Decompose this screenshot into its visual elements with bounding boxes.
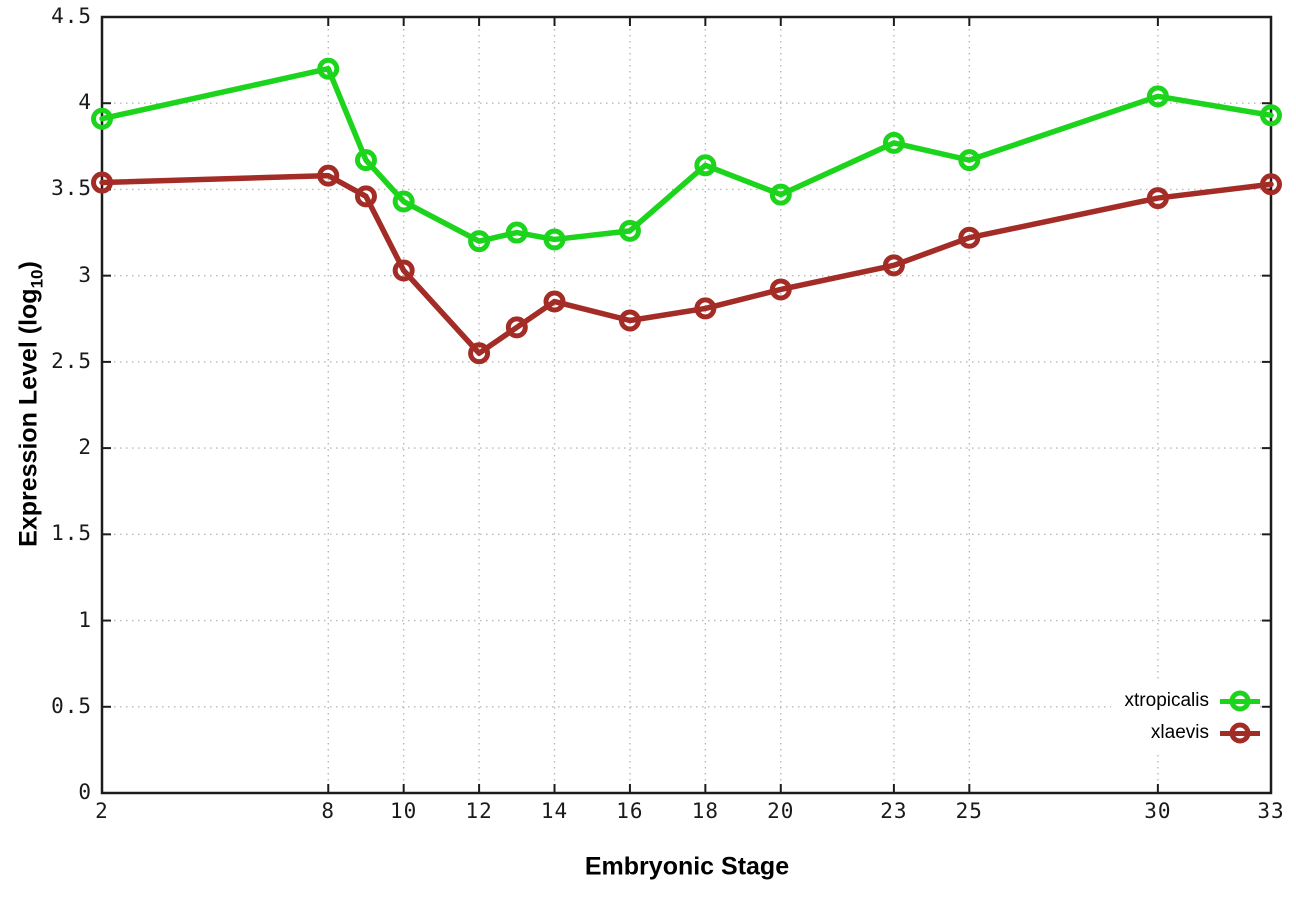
data-point-xtropicalis-stage-33 [1260,104,1282,127]
x-tick-label: 16 [616,799,644,823]
data-point-xtropicalis-stage-2 [91,107,113,130]
x-tick-label: 12 [465,799,493,823]
legend-sample-ring [1229,690,1251,712]
y-axis-title-text: Expression Level (log [14,288,43,547]
legend-label-xlaevis: xlaevis [1150,722,1209,743]
legend-sample-xtropicalis [1220,690,1260,712]
y-tick-label: 3.5 [51,176,92,201]
plot-border [100,15,1273,795]
data-point-xlaevis-stage-9 [354,185,377,208]
data-point-xlaevis-stage-13 [505,316,528,339]
series-line-xlaevis [99,172,1274,357]
legend-sample-xlaevis [1220,722,1260,744]
data-point-xtropicalis-stage-23 [882,131,905,154]
x-tick-label: 25 [955,799,983,823]
data-point-xlaevis-stage-30 [1146,187,1169,210]
y-tick-label: 0.5 [51,693,92,718]
x-tick-label: 18 [691,799,719,823]
x-tick-label: 30 [1144,799,1172,823]
y-tick-label: 1 [78,607,92,632]
legend: xtropicalis xlaevis [1110,683,1260,751]
legend-sample-ring [1229,722,1251,744]
y-tick-label: 4 [78,90,92,115]
series-line-xtropicalis [99,65,1274,244]
data-point-xlaevis-stage-12 [468,342,491,365]
legend-item-xlaevis: xlaevis [1151,717,1260,749]
data-point-xtropicalis-stage-20 [769,183,792,206]
y-tick-label: 1.5 [51,521,92,546]
x-tick-label: 33 [1257,799,1285,823]
data-point-xtropicalis-stage-25 [958,149,981,172]
data-point-xlaevis-stage-8 [317,164,340,187]
y-tick-label: 2 [78,435,92,460]
x-tick-label: 20 [767,799,795,823]
y-axis-title: Expression Level (log10) [15,261,48,547]
data-point-xtropicalis-stage-13 [505,221,528,244]
data-point-xlaevis-stage-23 [882,254,905,277]
data-point-xlaevis-stage-20 [769,278,792,301]
data-point-xlaevis-stage-33 [1260,173,1282,196]
y-tick-label: 4.5 [51,4,92,28]
data-point-xtropicalis-stage-14 [543,228,566,251]
y-tick-label: 0 [78,780,92,804]
y-tick-label: 3 [78,262,92,287]
data-point-xlaevis-stage-25 [958,226,981,249]
legend-item-xtropicalis: xtropicalis [1125,685,1260,717]
data-point-xlaevis-stage-10 [392,259,415,282]
data-point-xtropicalis-stage-12 [468,230,491,253]
data-point-xtropicalis-stage-10 [392,190,415,213]
x-tick-label: 10 [390,799,418,823]
data-point-xlaevis-stage-14 [543,290,566,313]
x-tick-label: 2 [95,799,109,823]
data-point-xlaevis-stage-18 [694,297,717,320]
x-tick-label: 23 [880,799,908,823]
y-axis-title-suffix: ) [14,261,43,270]
data-point-xtropicalis-stage-18 [694,154,717,177]
data-point-xtropicalis-stage-16 [618,219,641,242]
data-point-xtropicalis-stage-9 [354,149,377,172]
data-point-xtropicalis-stage-8 [317,57,340,80]
y-axis-title-subscript: 10 [27,269,47,289]
data-point-xlaevis-stage-16 [618,309,641,332]
x-axis-title: Embryonic Stage [584,852,790,881]
data-point-xtropicalis-stage-30 [1146,85,1169,108]
data-point-xlaevis-stage-2 [91,171,113,194]
x-tick-label: 8 [321,799,336,823]
legend-label-xtropicalis: xtropicalis [1124,690,1209,711]
y-tick-label: 2.5 [51,348,92,373]
x-tick-label: 14 [540,799,569,823]
